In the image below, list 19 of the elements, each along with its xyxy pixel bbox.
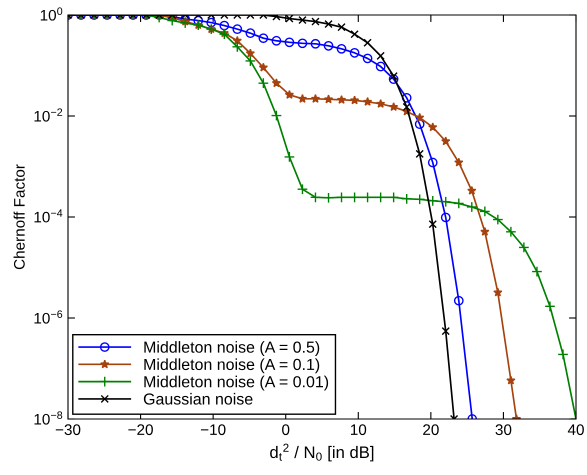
legend-label: Middleton noise (A = 0.1) [144, 358, 320, 374]
x-tick-label: −20 [128, 424, 153, 436]
x-axis-title: d$_{t}$$^{2}$ / N$_{0}$ [in dB] [270, 444, 374, 462]
y-tick-label: 10$^{−4}$ [34, 209, 62, 223]
legend-label: Middleton noise (A = 0.01) [144, 376, 328, 391]
x-tick-label: 40 [568, 424, 584, 436]
y-tick-label: 10$^{0}$ [40, 7, 62, 21]
x-tick-label: −30 [56, 424, 80, 436]
x-tick-label: 10 [350, 424, 366, 436]
y-tick-label: 10$^{−8}$ [34, 411, 62, 425]
x-tick-label: −10 [200, 424, 226, 436]
y-axis-title: Chernoff Factor [14, 164, 25, 270]
legend-label: Gaussian noise [144, 392, 252, 405]
legend-label: Middleton noise (A = 0.5) [144, 341, 320, 356]
x-tick-label: 20 [423, 424, 439, 436]
y-tick-label: 10$^{−6}$ [34, 310, 62, 324]
x-tick-label: 0 [282, 424, 290, 436]
y-tick-label: 10$^{−2}$ [34, 108, 62, 122]
x-tick-label: 30 [496, 424, 512, 436]
